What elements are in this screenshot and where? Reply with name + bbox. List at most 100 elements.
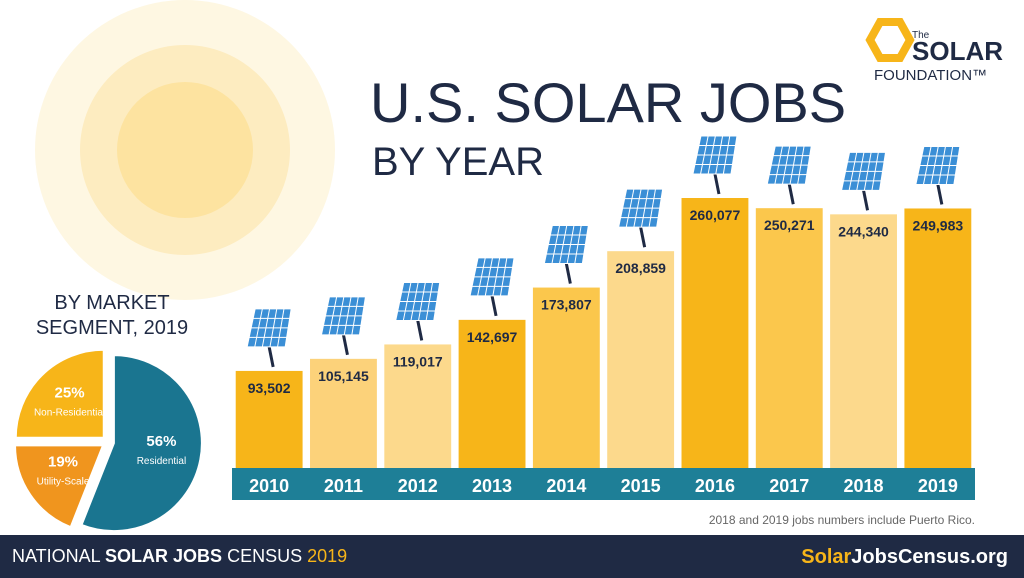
solar-panel-icon	[246, 308, 292, 368]
data-label: 93,502	[248, 380, 291, 396]
bar	[310, 358, 377, 468]
panel-grid	[343, 296, 352, 335]
panel-grid	[410, 282, 419, 321]
pie-slice	[14, 444, 105, 529]
data-label: 249,983	[913, 217, 964, 233]
title: U.S. SOLAR JOBS	[370, 71, 846, 134]
panel-grid	[477, 257, 486, 296]
x-tick-label: 2011	[324, 476, 363, 496]
solar-panel-icon	[469, 257, 515, 317]
data-label: 105,145	[318, 368, 369, 384]
slice-category-label: Residential	[137, 456, 186, 467]
panel-stand	[713, 173, 721, 195]
x-tick-label: 2010	[249, 476, 289, 496]
panel-stand	[416, 320, 424, 341]
footer-part: Solar	[801, 546, 851, 568]
x-tick-label: 2013	[472, 476, 512, 496]
panel-grid	[261, 308, 271, 348]
x-axis-band	[232, 468, 975, 500]
footer-part: 2019	[307, 546, 347, 566]
data-label: 142,697	[467, 329, 518, 345]
logo: The SOLAR FOUNDATION™	[865, 18, 1003, 84]
x-tick-label: 2014	[546, 476, 586, 496]
bar	[458, 319, 526, 468]
subtitle: BY YEAR	[372, 140, 544, 184]
panel-grid	[574, 225, 582, 264]
logo-sub: FOUNDATION™	[874, 67, 987, 84]
logo-main: SOLAR	[912, 36, 1003, 66]
panel-grid	[722, 135, 731, 175]
panel-grid	[351, 296, 359, 335]
footer-part: CENSUS	[227, 546, 302, 566]
sun-core	[117, 82, 253, 218]
panel-grid	[633, 189, 642, 228]
pie-slice	[80, 354, 203, 533]
panel-stand	[639, 226, 647, 248]
footer-part: JobsCensus.org	[851, 546, 1008, 568]
panel-stand	[862, 190, 870, 211]
bar	[607, 251, 675, 468]
bar	[904, 208, 972, 468]
panel-grid	[425, 282, 434, 321]
footer-left: NATIONAL SOLAR JOBS CENSUS 2019	[12, 546, 347, 566]
slice-value-label: 19%	[48, 454, 78, 471]
solar-panel-icon	[543, 225, 589, 284]
solar-panel-icon	[395, 281, 441, 341]
x-tick-label: 2015	[621, 476, 661, 496]
panel-stand	[787, 183, 795, 205]
panel-grid	[856, 152, 865, 191]
panel-grid	[930, 146, 939, 185]
x-tick-label: 2018	[844, 476, 884, 496]
x-tick-label: 2012	[398, 476, 438, 496]
bar	[755, 208, 823, 468]
panel-grid	[781, 146, 791, 185]
logo-small: The	[912, 30, 930, 41]
data-label: 208,859	[615, 260, 666, 276]
panel-grid	[707, 135, 716, 175]
solar-panel-icon	[320, 296, 367, 356]
footer-bar	[0, 535, 1024, 578]
panel-grid	[789, 146, 798, 185]
panel-grid	[871, 152, 879, 191]
panel-stand	[564, 263, 572, 284]
x-tick-label: 2016	[695, 476, 735, 496]
panel-grid	[402, 282, 412, 321]
panel-grid	[492, 257, 501, 296]
panel-stand	[936, 184, 944, 205]
logo-hexagon	[865, 18, 915, 62]
panel-grid	[625, 189, 635, 228]
sun	[35, 0, 335, 300]
panel-grid	[640, 189, 649, 228]
solar-panel-icon	[618, 188, 664, 248]
x-tick-label: 2019	[918, 476, 958, 496]
slice-value-label: 25%	[55, 385, 85, 402]
footer-part: SOLAR JOBS	[105, 546, 222, 566]
panel-stand	[341, 334, 349, 356]
solar-panel-icon	[840, 151, 887, 211]
panel-grid	[922, 146, 932, 185]
bar	[681, 198, 749, 468]
panel-grid	[848, 152, 858, 191]
panel-grid	[863, 152, 872, 191]
panel-grid	[328, 296, 338, 335]
solar-panel-icon	[915, 145, 961, 205]
panel-grid	[277, 308, 285, 348]
panel-grid	[648, 189, 656, 228]
panel-stand	[490, 295, 498, 317]
pie-slice	[14, 348, 105, 439]
footer-right: SolarJobsCensus.org	[801, 546, 1008, 568]
data-label: 250,271	[764, 217, 815, 233]
bar	[532, 287, 600, 468]
slice-category-label: Utility-Scale	[37, 477, 90, 488]
panel-grid	[499, 257, 508, 296]
panel-grid	[945, 146, 954, 185]
panel-grid	[566, 225, 575, 264]
pie-title: SEGMENT, 2019	[36, 317, 188, 339]
bar	[384, 344, 452, 468]
slice-value-label: 56%	[146, 433, 176, 450]
data-label: 260,077	[690, 207, 741, 223]
solar-panel-icon	[766, 145, 812, 205]
panel-grid	[418, 282, 426, 321]
footer-part: NATIONAL	[12, 546, 101, 566]
